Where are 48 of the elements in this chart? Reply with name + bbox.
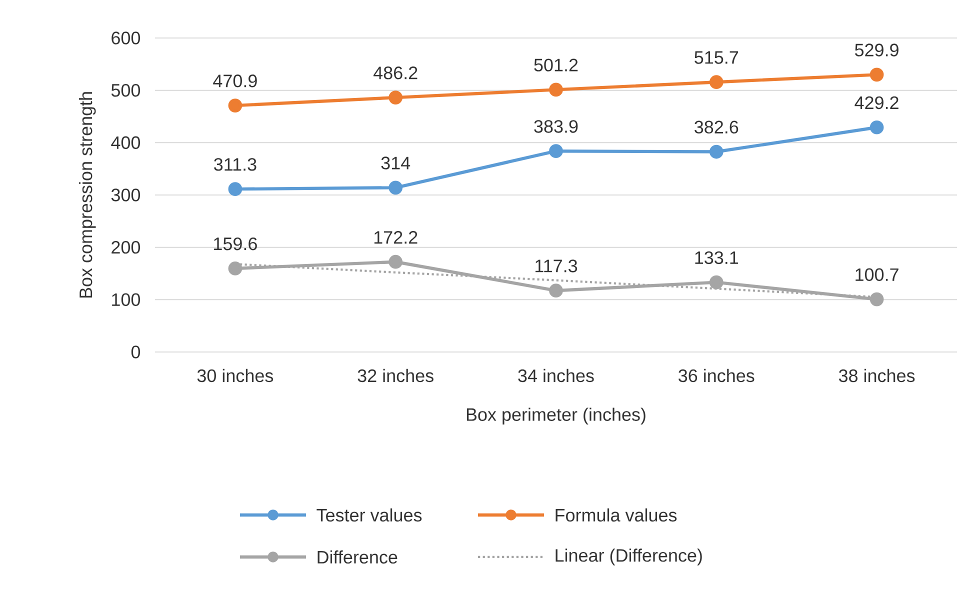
point: [709, 75, 724, 90]
x-tick-label: 30 inches: [197, 368, 274, 382]
point: [870, 68, 884, 82]
point: [870, 292, 884, 306]
point: [388, 180, 403, 195]
legend-label: Linear (Difference): [556, 548, 702, 566]
data-label: 383.9: [534, 120, 578, 133]
legend-label: Difference: [318, 550, 398, 564]
y-tick-label: 200: [112, 240, 140, 254]
point: [388, 254, 403, 269]
legend-label: Tester values: [316, 508, 422, 522]
x-tick-label: 38 inches: [838, 368, 915, 382]
data-label: 382.6: [694, 120, 738, 134]
data-label: 515.7: [694, 51, 738, 64]
x-tick-label: 32 inches: [358, 368, 434, 382]
point: [228, 182, 242, 196]
data-label: 501.2: [534, 58, 578, 72]
point: [549, 144, 563, 158]
data-label: 529.9: [854, 44, 898, 56]
point: [709, 144, 724, 159]
y-tick-label: 500: [111, 84, 140, 97]
y-tick-label: 100: [112, 293, 140, 306]
x-axis-title: Box perimeter (inches): [466, 408, 646, 425]
point: [709, 275, 724, 290]
data-label: 314: [381, 156, 410, 170]
point: [549, 82, 563, 97]
data-label: 100.7: [856, 268, 898, 282]
data-label: 470.9: [213, 74, 257, 88]
data-label: 429.2: [854, 96, 898, 110]
legend-label: Formula values: [556, 508, 677, 522]
point: [388, 90, 403, 104]
y-axis-title: Box compression strength: [78, 92, 96, 298]
data-label: 117.3: [536, 260, 578, 272]
data-label: 172.2: [374, 231, 418, 244]
x-tick-label: 36 inches: [678, 368, 754, 382]
data-label: 311.3: [214, 158, 256, 171]
point: [870, 120, 884, 134]
y-tick-label: 300: [111, 188, 140, 202]
point: [228, 98, 242, 112]
x-tick-label: 34 inches: [518, 368, 594, 382]
point: [549, 284, 563, 298]
y-tick-label: 600: [112, 32, 140, 44]
data-label: 486.2: [373, 66, 418, 80]
data-label: 133.1: [695, 251, 738, 264]
y-tick-label: 400: [111, 136, 140, 150]
point: [228, 262, 242, 276]
y-tick-label: 0: [131, 346, 140, 358]
data-label: 159.6: [214, 237, 257, 250]
